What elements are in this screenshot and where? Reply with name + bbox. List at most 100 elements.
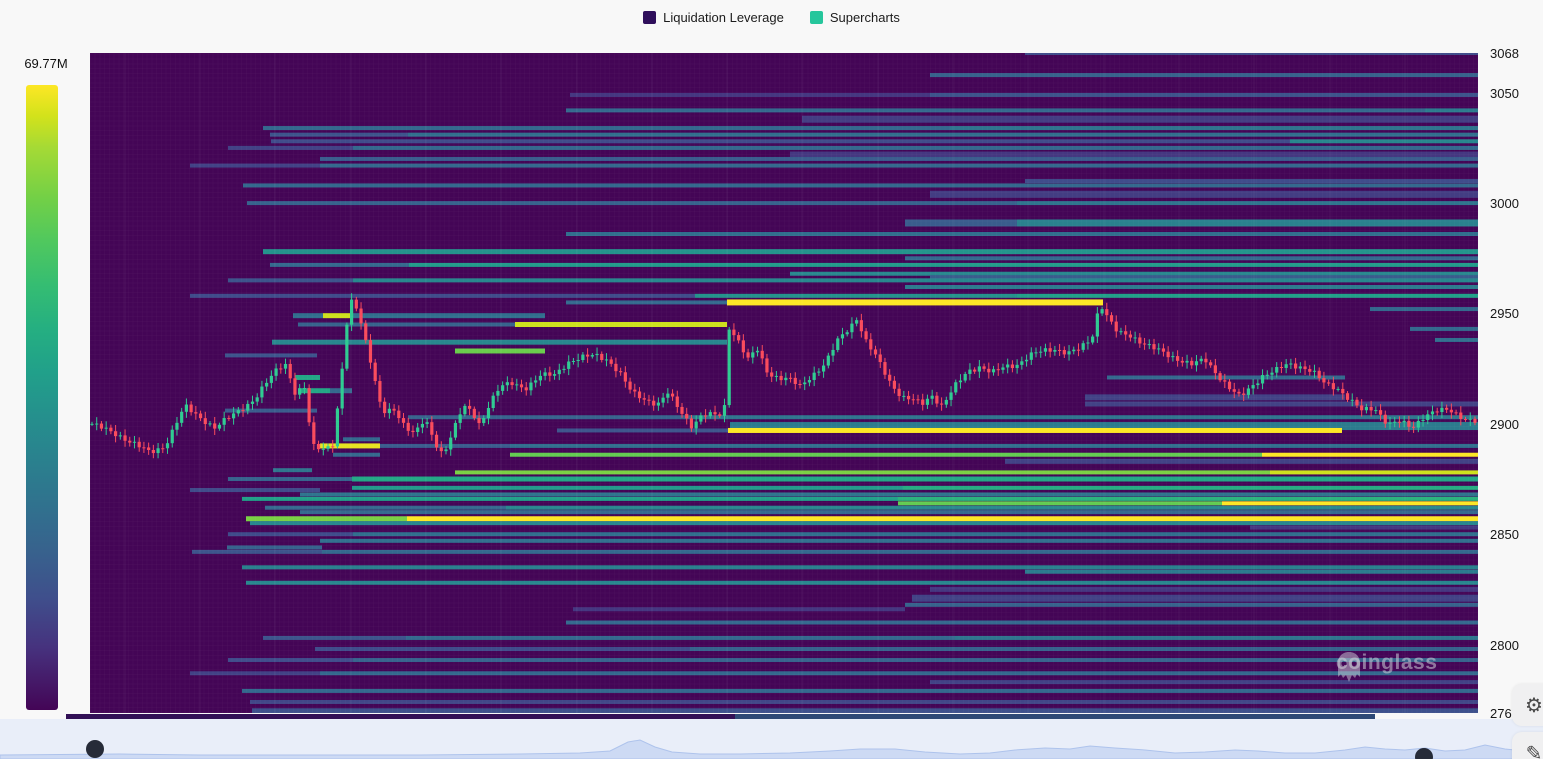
candle-body [1128,334,1132,338]
liquidation-band [250,521,1478,526]
liquidation-band [730,422,1478,431]
liquidation-band [905,256,1478,261]
candle-body [486,408,491,419]
liquidation-band [566,620,1478,625]
legend-label-supercharts: Supercharts [829,10,900,25]
legend-item-supercharts[interactable]: Supercharts [809,10,900,25]
liquidation-band [352,485,903,490]
candle-body [515,384,519,386]
liquidation-band [1005,458,1478,464]
candle-body [439,447,443,452]
liquidation-band [898,501,1222,506]
candle-body [1327,382,1331,384]
candle-body [420,423,424,428]
time-range-navigator[interactable] [0,714,1543,759]
candle-body [1246,388,1250,395]
candle-body [151,449,155,454]
liquidation-band [271,139,1290,144]
candle-body [1119,331,1123,333]
candle-body [1081,343,1085,350]
candle-body [1185,360,1189,363]
candle-body [1345,393,1350,400]
liquidation-band [343,437,380,442]
candle-body [576,360,580,362]
price-axis-label: 2950 [1490,306,1519,322]
liquidation-band [510,452,1262,457]
candle-body [1260,375,1265,384]
candle-body [1265,374,1269,376]
candle-body [491,395,495,409]
candle-body [722,405,727,416]
liquidation-band [515,322,727,328]
colorbar-max-label: 69.77M [24,56,68,71]
candle-body [755,350,760,353]
liquidation-band [557,428,728,433]
navigator-handle-left[interactable] [86,740,104,758]
candle-body [95,423,99,425]
candle-body [1133,337,1137,339]
candle-body [161,448,165,450]
chart-legend: Liquidation Leverage Supercharts [0,10,1543,25]
navigator-track[interactable] [0,719,1543,759]
candle-body [940,403,944,405]
candle-body [142,447,146,449]
liquidation-band [930,73,1478,78]
liquidation-band [1222,501,1478,506]
candle-body [359,308,363,324]
legend-item-liquidation-leverage[interactable]: Liquidation Leverage [643,10,784,25]
liquidation-band [406,635,955,640]
candle-body [279,368,283,370]
heatmap-plot-area[interactable]: coinglass [90,53,1478,713]
liquidation-band [790,151,1478,158]
candle-body [1010,364,1014,369]
candle-body [416,427,420,433]
candle-body [430,422,434,435]
candle-body [855,320,859,324]
navigator-selected-range[interactable] [66,714,1375,719]
candle-body [1152,344,1156,350]
candle-body [699,415,703,422]
candle-body [109,427,113,432]
candle-body [1421,419,1425,421]
candle-body [288,363,292,379]
candle-body [878,354,882,363]
liquidation-band [1017,293,1478,298]
candle-body [1001,367,1005,370]
candle-body [1223,380,1227,382]
candle-body [331,446,335,448]
candle-body [1454,412,1458,414]
candle-body [1407,420,1411,427]
candle-body [604,359,609,361]
candle-body [1114,321,1118,332]
liquidation-band [930,586,1478,592]
candle-body [822,365,826,372]
candle-body [1024,359,1029,362]
liquidation-leverage-swatch-icon [643,11,657,24]
candle-body [1204,358,1208,363]
annotate-button[interactable]: ✎ [1512,732,1543,759]
settings-button[interactable]: ⚙ [1512,684,1543,726]
liquidation-band [1085,401,1478,407]
candle-body [864,331,868,340]
candle-body [1256,383,1260,386]
navigator-handle-right[interactable] [1415,748,1433,759]
candle-body [788,377,793,379]
liquidation-band [690,646,1478,651]
liquidation-band [242,496,898,501]
candle-body [114,431,118,437]
liquidation-band [315,646,690,651]
candle-body [1048,348,1052,352]
candle-body [1459,412,1463,420]
candle-body [519,384,524,388]
candle-body [118,435,122,437]
candle-body [1242,393,1246,395]
candle-body [817,371,821,373]
candle-body [1100,309,1104,314]
candle-body [194,412,198,414]
candle-body [751,352,755,358]
candle-body [255,397,259,402]
candle-body [453,422,458,438]
liquidation-band [408,132,1478,137]
liquidation-band [190,671,320,676]
candle-body [269,375,273,383]
